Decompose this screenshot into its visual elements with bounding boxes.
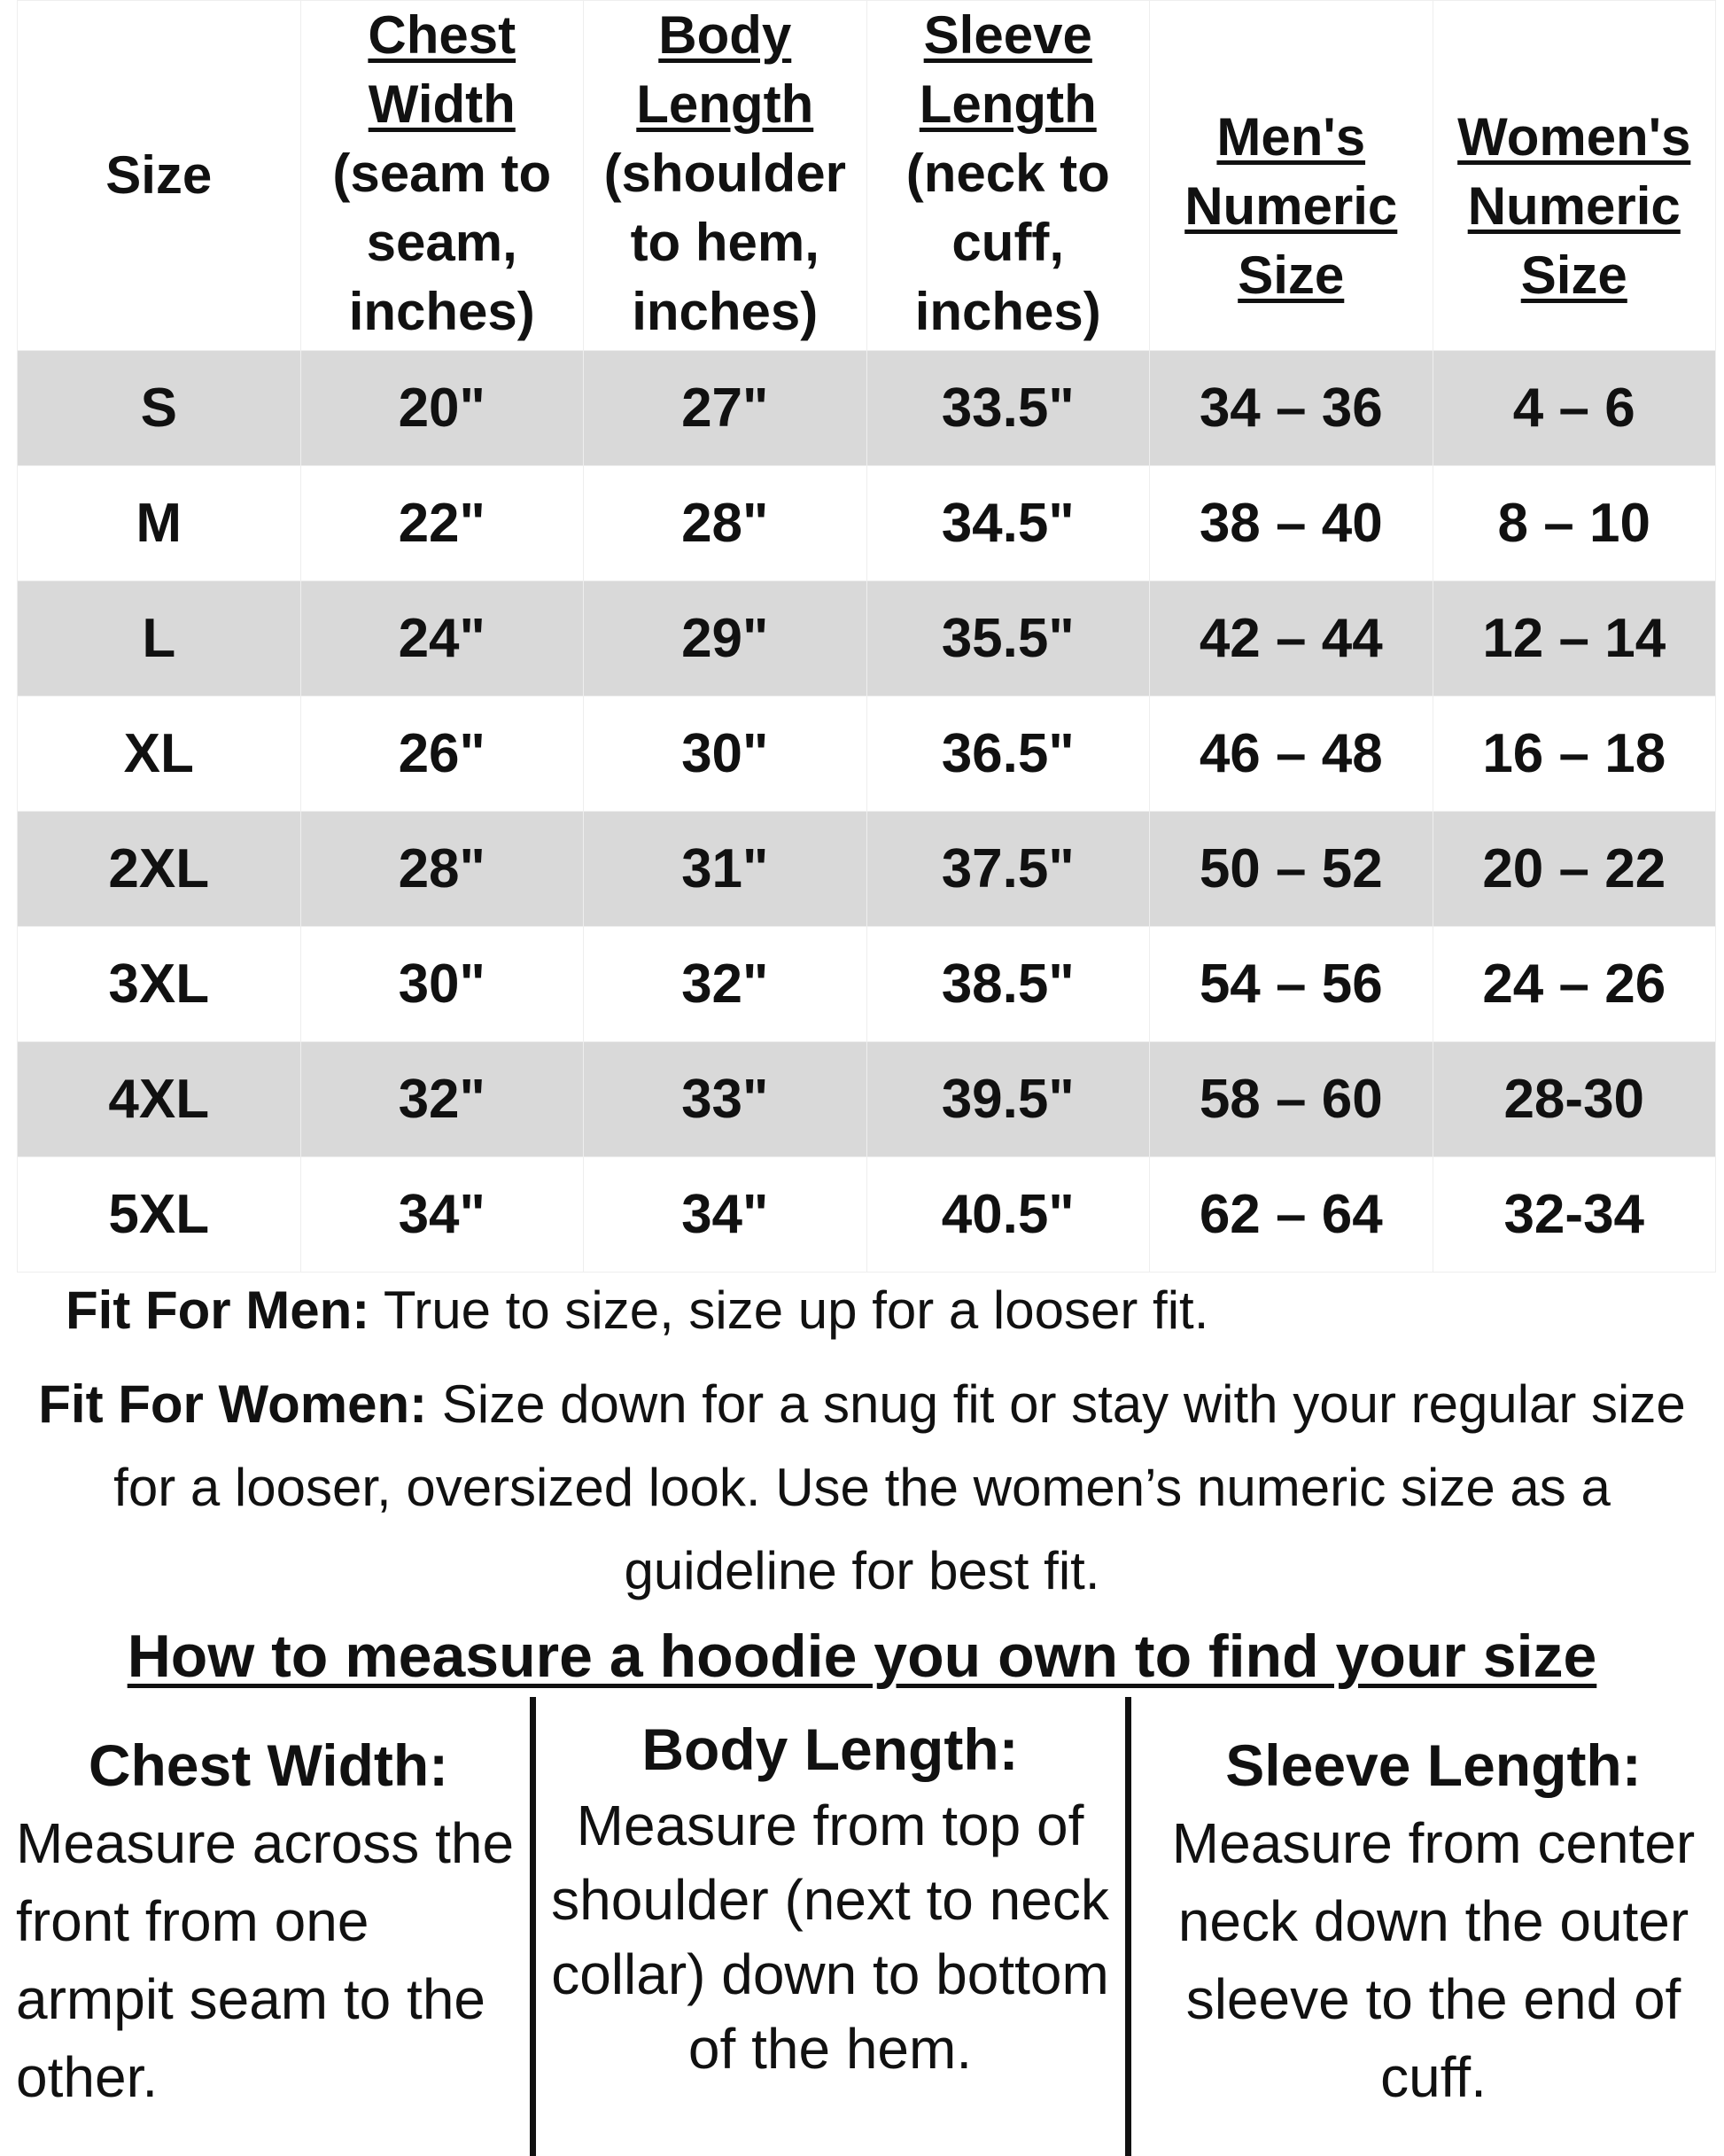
column-divider	[1125, 1697, 1131, 2156]
column-header: Chest Width (seam to seam, inches)	[299, 0, 584, 351]
table-cell: 27"	[583, 350, 867, 466]
table-cell: 29"	[583, 580, 867, 697]
column-divider	[530, 1697, 536, 2156]
table-cell: 30"	[583, 696, 867, 812]
table-cell: 32"	[583, 926, 867, 1042]
table-row: 4XL 32" 33" 39.5" 58 – 60 28-30	[17, 1041, 1716, 1157]
column-header: Sleeve Length (neck to cuff, inches)	[866, 0, 1150, 351]
table-cell: 62 – 64	[1149, 1156, 1433, 1273]
table-cell: 26"	[299, 696, 584, 812]
table-cell: 31"	[583, 811, 867, 927]
header-title: Body Length	[636, 5, 814, 134]
fit-women-note: Fit For Women: Size down for a snug fit …	[35, 1363, 1689, 1613]
header-title: Men's Numeric Size	[1184, 107, 1398, 305]
measure-chest-title: Chest Width:	[88, 1732, 449, 1798]
table-cell: 33.5"	[866, 350, 1150, 466]
header-title: Sleeve Length	[919, 5, 1097, 134]
table-cell: 34 – 36	[1149, 350, 1433, 466]
header-title: Chest Width	[368, 5, 516, 134]
table-cell: 4XL	[17, 1041, 301, 1157]
table-cell: 24 – 26	[1432, 926, 1716, 1042]
fit-women-text: Size down for a snug fit or stay with yo…	[113, 1374, 1686, 1600]
column-header: Women's Numeric Size	[1432, 0, 1716, 351]
table-cell: 16 – 18	[1432, 696, 1716, 812]
table-cell: XL	[17, 696, 301, 812]
table-cell: 30"	[299, 926, 584, 1042]
table-cell: 20"	[299, 350, 584, 466]
table-cell: 32"	[299, 1041, 584, 1157]
table-row: M 22" 28" 34.5" 38 – 40 8 – 10	[17, 465, 1716, 581]
table-cell: 28"	[583, 465, 867, 581]
table-cell: 3XL	[17, 926, 301, 1042]
header-title: Women's Numeric Size	[1457, 107, 1691, 305]
column-header: Men's Numeric Size	[1149, 0, 1433, 351]
measure-sleeve-text: Measure from center neck down the outer …	[1171, 1811, 1696, 2109]
measure-body-title: Body Length:	[641, 1716, 1019, 1782]
fit-men-text: True to size, size up for a looser fit.	[369, 1280, 1209, 1340]
table-cell: 40.5"	[866, 1156, 1150, 1273]
measure-body-text: Measure from top of shoulder (next to ne…	[551, 1794, 1109, 2081]
fit-men-label: Fit For Men:	[66, 1280, 370, 1340]
fit-women-label: Fit For Women:	[38, 1374, 428, 1434]
table-cell: 39.5"	[866, 1041, 1150, 1157]
table-cell: 42 – 44	[1149, 580, 1433, 697]
header-subtitle: Size	[105, 145, 213, 205]
size-chart-table: Size Chest Width (seam to seam, inches) Bod…	[17, 0, 1716, 1273]
measure-heading: How to measure a hoodie you own to find …	[127, 1623, 1597, 1690]
table-cell: 34.5"	[866, 465, 1150, 581]
measure-sleeve: Sleeve Length: Measure from center neck …	[1143, 1726, 1724, 2116]
table-cell: 28"	[299, 811, 584, 927]
table-cell: 28-30	[1432, 1041, 1716, 1157]
table-cell: 34"	[299, 1156, 584, 1273]
table-cell: 5XL	[17, 1156, 301, 1273]
table-row: XL 26" 30" 36.5" 46 – 48 16 – 18	[17, 696, 1716, 812]
table-row: 5XL 34" 34" 40.5" 62 – 64 32-34	[17, 1156, 1716, 1273]
table-cell: 24"	[299, 580, 584, 697]
measure-sleeve-title: Sleeve Length:	[1225, 1732, 1642, 1798]
header-subtitle: (seam to seam, inches)	[332, 144, 552, 341]
table-cell: 46 – 48	[1149, 696, 1433, 812]
table-cell: 58 – 60	[1149, 1041, 1433, 1157]
table-cell: 36.5"	[866, 696, 1150, 812]
table-cell: 2XL	[17, 811, 301, 927]
table-cell: S	[17, 350, 301, 466]
measure-chest: Chest Width: Measure across the front fr…	[16, 1726, 521, 2116]
table-cell: 4 – 6	[1432, 350, 1716, 466]
table-cell: L	[17, 580, 301, 697]
table-row: S 20" 27" 33.5" 34 – 36 4 – 6	[17, 350, 1716, 466]
table-cell: 35.5"	[866, 580, 1150, 697]
table-cell: 33"	[583, 1041, 867, 1157]
table-cell: 20 – 22	[1432, 811, 1716, 927]
table-cell: 12 – 14	[1432, 580, 1716, 697]
table-cell: 38 – 40	[1149, 465, 1433, 581]
header-subtitle: (shoulder to hem, inches)	[603, 144, 846, 341]
table-cell: 50 – 52	[1149, 811, 1433, 927]
table-cell: 22"	[299, 465, 584, 581]
table-row: 2XL 28" 31" 37.5" 50 – 52 20 – 22	[17, 811, 1716, 927]
table-cell: 54 – 56	[1149, 926, 1433, 1042]
fit-men-note: Fit For Men: True to size, size up for a…	[66, 1269, 1719, 1352]
table-row: 3XL 30" 32" 38.5" 54 – 56 24 – 26	[17, 926, 1716, 1042]
measure-chest-text: Measure across the front from one armpit…	[16, 1811, 515, 2109]
table-cell: M	[17, 465, 301, 581]
measure-body: Body Length: Measure from top of shoulde…	[542, 1710, 1118, 2086]
column-header: Body Length (shoulder to hem, inches)	[583, 0, 867, 351]
column-header: Size	[17, 0, 301, 351]
table-cell: 37.5"	[866, 811, 1150, 927]
table-cell: 8 – 10	[1432, 465, 1716, 581]
table-cell: 34"	[583, 1156, 867, 1273]
table-cell: 32-34	[1432, 1156, 1716, 1273]
table-cell: 38.5"	[866, 926, 1150, 1042]
header-subtitle: (neck to cuff, inches)	[905, 144, 1110, 341]
table-row: L 24" 29" 35.5" 42 – 44 12 – 14	[17, 580, 1716, 697]
